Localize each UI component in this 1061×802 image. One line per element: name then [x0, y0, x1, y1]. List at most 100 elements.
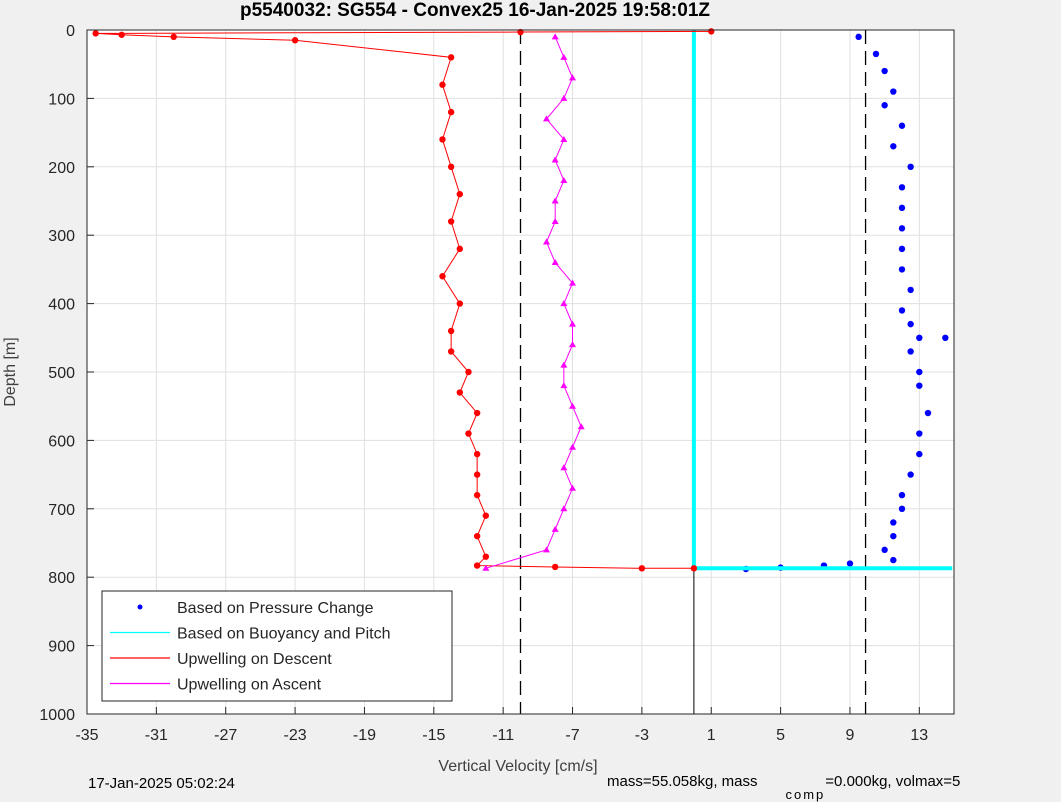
legend: Based on Pressure Change Based on Buoyanc… [101, 590, 453, 702]
x-tick-label: -11 [492, 727, 514, 744]
x-tick-label: -23 [284, 727, 307, 744]
data-point [916, 382, 923, 389]
x-tick-label: 1 [707, 727, 716, 744]
data-point [551, 563, 559, 571]
data-point [898, 245, 906, 253]
x-tick-label: 5 [776, 727, 785, 744]
data-point [569, 402, 577, 409]
data-point [170, 33, 177, 41]
data-point [898, 491, 906, 499]
y-tick-label: 500 [48, 365, 75, 382]
data-point [907, 348, 914, 355]
data-point [560, 361, 568, 368]
data-point [560, 94, 568, 101]
legend-swatch [137, 604, 143, 610]
data-point [482, 553, 490, 560]
data-point [465, 430, 472, 437]
data-point [690, 565, 698, 572]
data-point [916, 368, 923, 376]
mass-rest-text: =0.000kg, volmax=5 [825, 773, 961, 790]
data-point [898, 505, 906, 512]
data-point [881, 102, 888, 109]
data-point [551, 33, 559, 40]
data-point [569, 320, 577, 327]
x-tick-label: -19 [353, 727, 376, 744]
y-tick-label: 1000 [39, 707, 75, 724]
series-0 [742, 33, 949, 573]
data-point [569, 484, 577, 491]
data-point [560, 135, 568, 142]
x-tick-label: -7 [565, 727, 579, 744]
data-point [118, 31, 125, 38]
data-point [456, 300, 464, 307]
data-point [898, 307, 906, 314]
data-point [890, 519, 897, 526]
data-point [907, 163, 914, 170]
data-point [447, 218, 455, 225]
data-point [456, 245, 464, 253]
x-tick-label: 13 [910, 727, 928, 744]
data-point [916, 334, 923, 341]
data-point [447, 108, 455, 116]
x-axis-ticks: -35 -31 -27 -23 -19 -15 -11 -7 -3 1 5 9 13 [75, 707, 928, 744]
series-line [95, 30, 712, 569]
y-tick-label: 700 [48, 502, 75, 519]
data-point [560, 382, 568, 389]
data-point [569, 279, 577, 286]
data-point [638, 565, 646, 572]
series-2 [92, 28, 715, 572]
x-tick-label: -15 [422, 727, 445, 744]
data-point [551, 197, 559, 204]
series-3 [482, 33, 585, 571]
data-point [560, 53, 568, 60]
data-point [473, 562, 481, 569]
data-point [543, 238, 551, 245]
data-point [569, 341, 577, 348]
data-point [560, 464, 568, 471]
data-point [473, 409, 481, 417]
data-point [551, 259, 559, 266]
data-point [473, 450, 481, 458]
reference-lines [519, 30, 867, 714]
data-point [560, 505, 568, 512]
data-point [92, 30, 99, 37]
data-point [890, 143, 897, 150]
data-point [560, 176, 568, 183]
y-tick-label: 300 [48, 228, 75, 245]
mass-text: mass=55.058kg, mass [607, 773, 758, 790]
data-point [560, 300, 568, 307]
data-point [898, 266, 906, 273]
data-point [898, 122, 906, 129]
timestamp-footer: 17-Jan-2025 05:02:24 [88, 775, 235, 792]
x-tick-label: -27 [214, 727, 237, 744]
data-point [916, 450, 923, 458]
data-point [473, 532, 481, 540]
y-tick-label: 400 [48, 297, 75, 314]
data-point [907, 471, 914, 478]
data-point [447, 327, 455, 335]
data-point [465, 368, 472, 376]
mass-footer: mass=55.058kg, mass comp=0.000kg, volmax=… [607, 773, 961, 802]
data-point [473, 471, 481, 478]
data-point [890, 88, 897, 95]
data-point [907, 320, 914, 328]
data-point [473, 491, 481, 499]
data-point [456, 190, 464, 198]
series-line [691, 30, 953, 571]
data-point [890, 532, 897, 540]
y-axis-ticks: 0 100 200 300 400 500 600 700 800 900 1000 [39, 23, 94, 724]
y-tick-label: 100 [48, 91, 75, 108]
data-point [551, 156, 559, 163]
data-point [890, 556, 897, 564]
x-tick-label: -3 [635, 727, 649, 744]
data-point [872, 50, 880, 58]
legend-box [101, 590, 453, 702]
x-tick-label: -35 [75, 727, 98, 744]
data-point [846, 560, 854, 567]
data-point [924, 409, 932, 417]
x-tick-label: 9 [846, 727, 855, 744]
data-point [482, 564, 490, 571]
data-point [907, 286, 914, 294]
y-axis-label: Depth [m] [2, 337, 19, 406]
